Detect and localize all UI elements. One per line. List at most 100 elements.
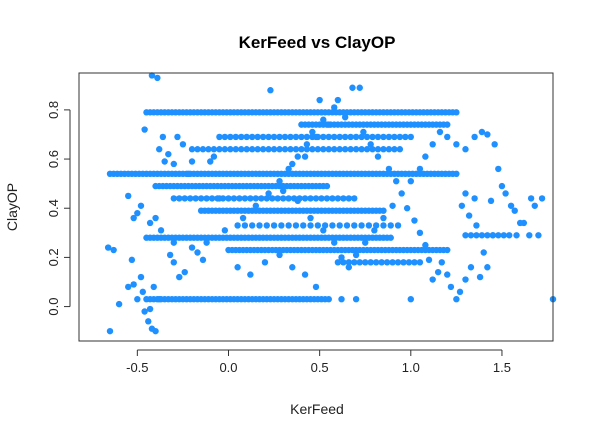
- data-point: [338, 254, 345, 261]
- data-point: [210, 146, 218, 153]
- data-point: [405, 259, 413, 266]
- data-point: [416, 165, 424, 173]
- x-tick-label: 0.5: [311, 360, 329, 375]
- data-point: [340, 259, 347, 266]
- data-point: [139, 288, 147, 296]
- data-point: [362, 239, 369, 246]
- data-point: [248, 146, 256, 153]
- data-point: [347, 146, 354, 153]
- data-point: [407, 296, 414, 303]
- data-point: [207, 158, 214, 165]
- data-point: [331, 104, 338, 111]
- data-point: [334, 195, 342, 202]
- data-point: [316, 96, 323, 104]
- data-point: [380, 146, 387, 153]
- data-point: [276, 177, 283, 185]
- data-point: [489, 232, 497, 239]
- data-point: [473, 232, 480, 239]
- data-point: [309, 146, 316, 153]
- data-point: [154, 74, 161, 82]
- data-point: [526, 232, 533, 239]
- data-point: [216, 195, 223, 202]
- data-point: [170, 195, 177, 202]
- data-point: [411, 217, 418, 224]
- data-point: [385, 133, 393, 141]
- data-point: [125, 283, 132, 291]
- data-point: [484, 131, 491, 138]
- data-point: [285, 165, 292, 173]
- data-point: [411, 259, 418, 266]
- data-point: [141, 126, 148, 133]
- data-point: [513, 232, 520, 239]
- data-point: [453, 170, 460, 178]
- data-point: [248, 133, 256, 141]
- data-point: [194, 249, 201, 256]
- data-point: [351, 259, 358, 266]
- data-point: [358, 222, 365, 229]
- data-point: [270, 146, 278, 153]
- data-point: [331, 239, 338, 246]
- data-point: [194, 146, 201, 153]
- data-point: [325, 121, 332, 128]
- data-point: [323, 182, 331, 190]
- data-point: [236, 195, 243, 202]
- data-point: [216, 133, 223, 141]
- data-point: [347, 133, 354, 141]
- data-point: [130, 281, 137, 288]
- data-point: [467, 232, 475, 239]
- data-point: [301, 271, 309, 278]
- data-point: [391, 133, 398, 141]
- data-point: [199, 146, 207, 153]
- data-point: [323, 195, 331, 202]
- data-point: [478, 232, 486, 239]
- data-point: [371, 227, 378, 234]
- data-point: [325, 146, 332, 153]
- data-point: [227, 146, 234, 153]
- data-point: [301, 195, 309, 202]
- x-tick-label: 1.5: [493, 360, 511, 375]
- data-point: [476, 273, 484, 281]
- data-point: [341, 146, 349, 153]
- data-point: [336, 146, 343, 153]
- data-point: [380, 214, 387, 222]
- data-point: [188, 146, 196, 153]
- data-point: [125, 192, 132, 200]
- data-point: [252, 202, 260, 209]
- data-point: [292, 146, 300, 153]
- data-point: [363, 146, 371, 153]
- data-point: [230, 195, 238, 202]
- data-point: [137, 202, 145, 209]
- data-point: [216, 146, 223, 153]
- data-point: [156, 296, 163, 303]
- data-point: [270, 222, 278, 229]
- x-tick-label: -0.5: [126, 360, 148, 375]
- data-point: [338, 296, 345, 303]
- data-point: [372, 222, 380, 229]
- data-point: [358, 133, 365, 141]
- data-point: [285, 195, 292, 202]
- data-point: [380, 222, 387, 229]
- data-point: [484, 232, 491, 239]
- y-tick-label: 0.2: [46, 248, 61, 266]
- data-point: [520, 219, 528, 227]
- data-points: [104, 72, 557, 335]
- data-point: [208, 195, 216, 202]
- data-point: [444, 133, 451, 141]
- data-point: [156, 146, 163, 153]
- data-point: [243, 133, 250, 141]
- data-point: [274, 195, 281, 202]
- x-tick-label: 0.0: [219, 360, 237, 375]
- data-point: [289, 264, 296, 271]
- data-point: [387, 222, 394, 229]
- data-point: [314, 222, 322, 229]
- data-point: [307, 195, 314, 202]
- data-point: [385, 165, 393, 173]
- data-point: [336, 222, 343, 229]
- data-point: [380, 133, 387, 141]
- data-point: [444, 121, 451, 128]
- data-point: [345, 259, 353, 266]
- data-point: [197, 195, 205, 202]
- data-point: [320, 116, 327, 123]
- data-point: [287, 133, 294, 141]
- data-point: [374, 146, 382, 153]
